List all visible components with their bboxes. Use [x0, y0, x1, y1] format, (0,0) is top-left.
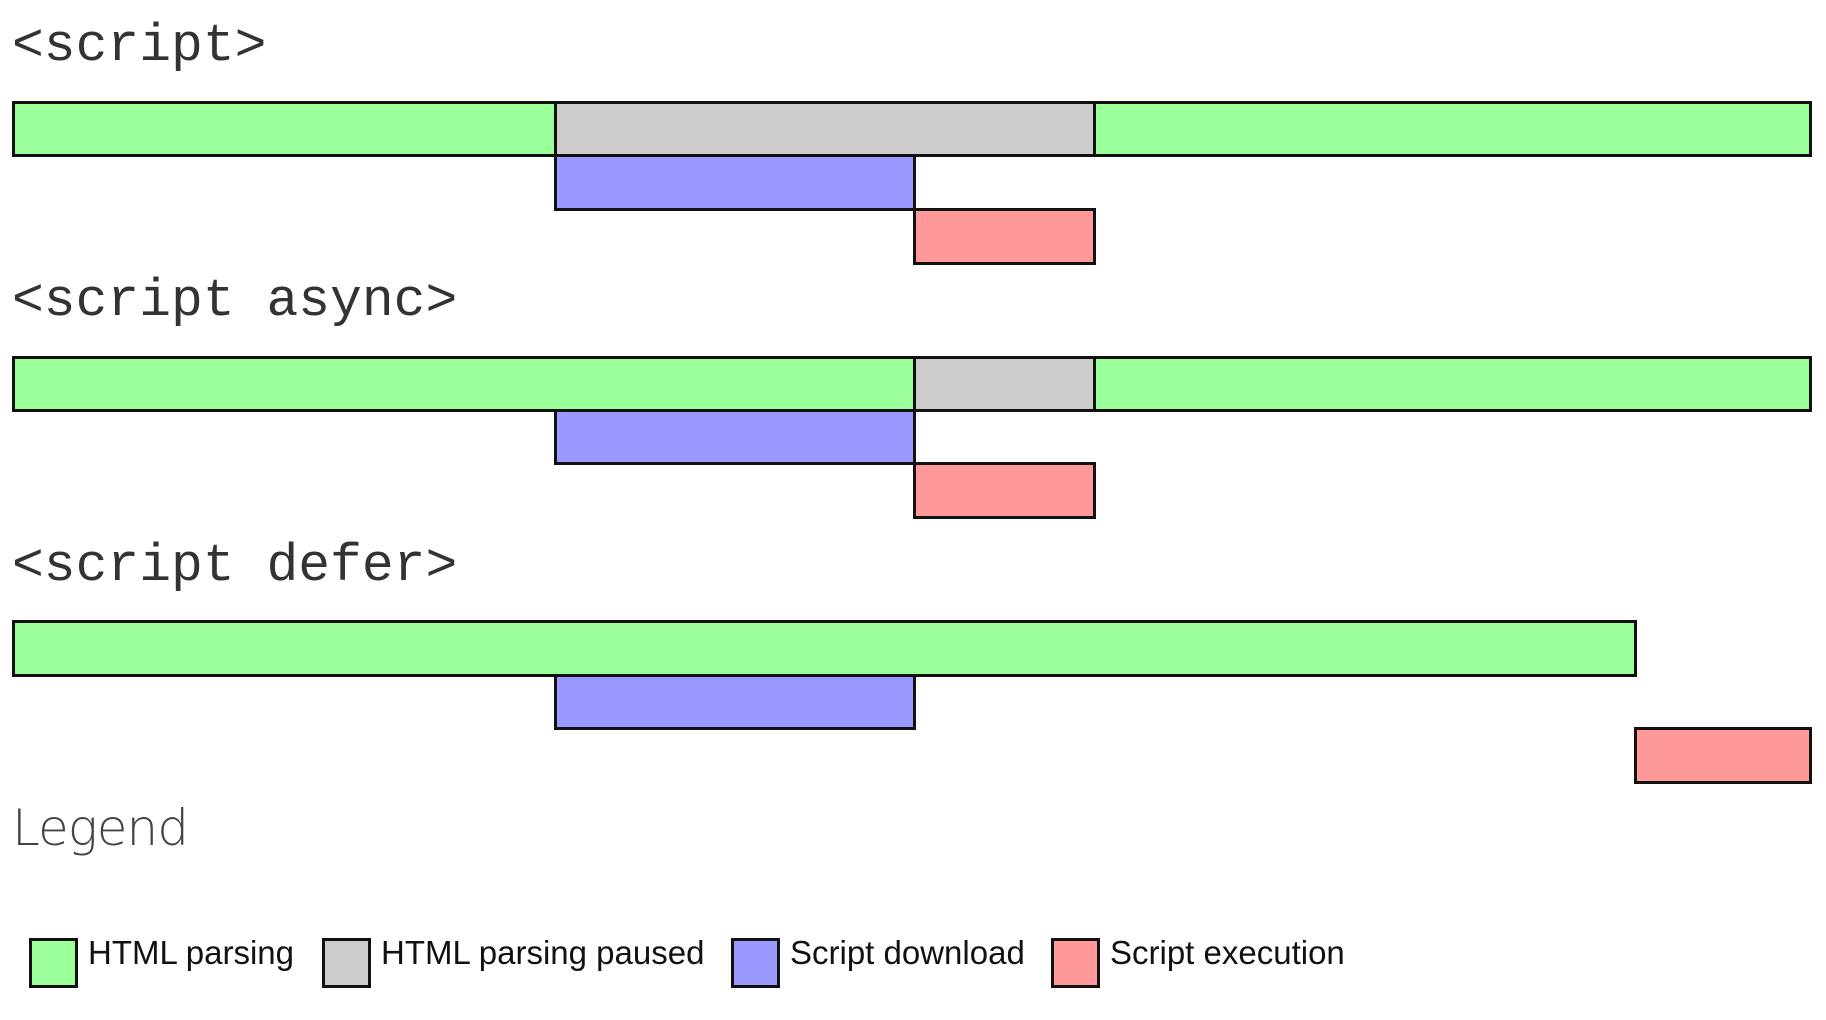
legend-label: Script execution: [1110, 934, 1345, 971]
segment-html-parsing-paused: [554, 101, 1096, 157]
segment-html-parsing: [12, 620, 1637, 677]
html-parsing-swatch-icon: [29, 938, 78, 988]
segment-script-execution: [1634, 727, 1812, 784]
segment-html-parsing: [12, 356, 916, 412]
legend-label: HTML parsing: [88, 934, 295, 971]
segment-script-execution: [913, 462, 1096, 519]
row-label-script: <script>: [12, 16, 267, 76]
segment-script-download: [554, 409, 916, 465]
segment-html-parsing: [1093, 101, 1812, 157]
segment-html-parsing-paused: [913, 356, 1096, 412]
html-parsing-paused-swatch-icon: [322, 938, 371, 988]
segment-html-parsing: [1093, 356, 1812, 412]
row-label-script-async: <script async>: [12, 271, 458, 331]
segment-script-download: [554, 154, 916, 211]
script-execution-swatch-icon: [1051, 938, 1100, 988]
legend-title: Legend: [12, 799, 189, 857]
row-label-script-defer: <script defer>: [12, 536, 458, 596]
segment-script-download: [554, 674, 916, 730]
legend-label: HTML parsing paused: [381, 934, 705, 971]
segment-html-parsing: [12, 101, 557, 157]
script-download-swatch-icon: [731, 938, 780, 988]
segment-script-execution: [913, 208, 1096, 265]
legend-label: Script download: [790, 934, 1025, 971]
